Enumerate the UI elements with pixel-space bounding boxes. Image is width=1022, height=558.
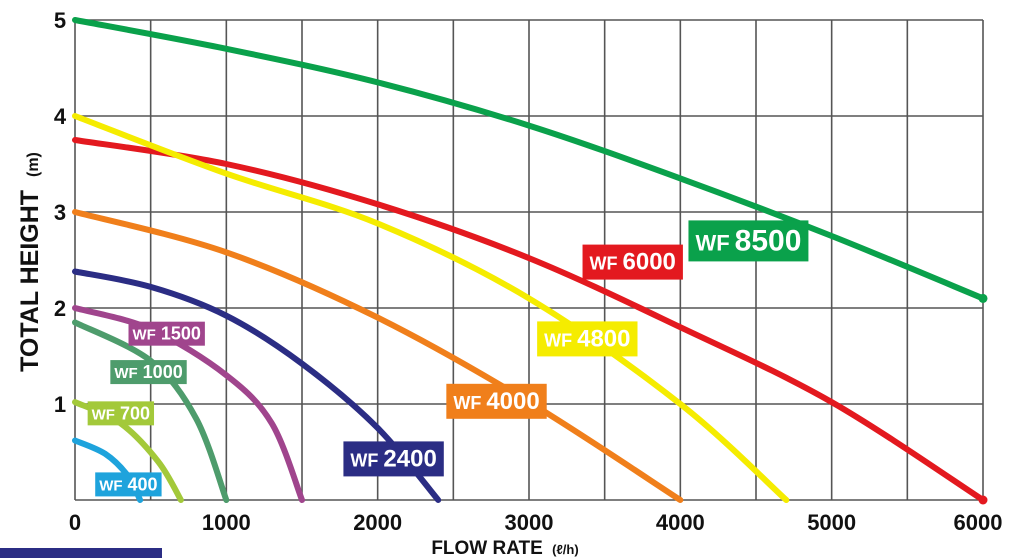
series-label-wf-400: WF 400 [95, 472, 162, 497]
series-label-number: 700 [120, 403, 150, 423]
x-tick-label: 5000 [807, 510, 856, 535]
x-tick-label: 0 [69, 510, 81, 535]
series-label-box-wf-1500 [128, 321, 205, 346]
series-label-text-wf-8500: WF 8500 [695, 224, 801, 257]
series-label-wf-4000: WF 4000 [446, 383, 547, 419]
y-tick-label: 5 [54, 8, 66, 33]
series-label-number: 400 [128, 474, 158, 494]
series-label-text-wf-1000: WF 1000 [114, 362, 182, 382]
series-label-box-wf-8500 [688, 220, 809, 262]
series-label-text-wf-6000: WF 6000 [590, 249, 676, 276]
x-tick-label: 3000 [505, 510, 554, 535]
series-label-box-wf-2400 [343, 441, 444, 477]
series-label-box-wf-700 [87, 401, 155, 426]
series-label-wf-2400: WF 2400 [343, 441, 444, 477]
y-axis-unit: (m) [25, 152, 42, 177]
series-line-wf-1500 [72, 305, 305, 503]
series-label-prefix: WF [133, 327, 156, 344]
series-label-box-wf-400 [95, 472, 162, 497]
x-tick-label: 4000 [656, 510, 705, 535]
series-label-box-wf-6000 [582, 244, 683, 280]
series-label-wf-4800: WF 4800 [537, 321, 638, 357]
y-axis-title: TOTAL HEIGHT (m) [16, 152, 44, 372]
x-axis-title-text: FLOW RATE [431, 538, 543, 558]
series-line-wf-2400 [72, 268, 442, 503]
series-label-text-wf-4800: WF 4800 [544, 325, 630, 352]
series-line-wf-1000 [72, 319, 230, 503]
y-tick-label: 1 [54, 392, 66, 417]
series-label-number: 1000 [143, 362, 183, 382]
series-end-point-wf-6000 [978, 495, 988, 505]
x-axis-title: FLOW RATE (ℓ/h) [431, 538, 578, 558]
series-label-text-wf-1500: WF 1500 [133, 324, 201, 344]
series-label-prefix: WF [453, 393, 481, 413]
series-label-number: 1500 [161, 324, 201, 344]
series-lines [72, 17, 988, 505]
series-label-box-wf-4000 [446, 383, 547, 419]
series-label-wf-1500: WF 1500 [128, 321, 205, 346]
series-label-box-wf-1000 [110, 360, 187, 385]
series-line-wf-4000 [72, 209, 684, 503]
y-tick-label: 4 [54, 104, 67, 129]
series-line-wf-6000 [72, 137, 986, 503]
series-label-prefix: WF [544, 330, 572, 350]
series-label-prefix: WF [590, 254, 618, 274]
series-line-wf-8500 [72, 17, 986, 302]
series-label-prefix: WF [695, 230, 729, 255]
series-label-wf-6000: WF 6000 [582, 244, 683, 280]
axis-ticks: 0 1000 2000 3000 4000 5000 6000 1 2 3 4 5 [54, 8, 1003, 535]
series-label-number: 6000 [623, 249, 676, 276]
series-label-text-wf-400: WF 400 [99, 474, 157, 494]
series-label-text-wf-2400: WF 2400 [350, 445, 436, 472]
series-label-number: 2400 [383, 445, 436, 472]
y-axis-title-text: TOTAL HEIGHT [16, 190, 44, 372]
series-label-number: 8500 [735, 224, 802, 257]
series-label-text-wf-4000: WF 4000 [453, 388, 539, 415]
series-label-prefix: WF [92, 406, 115, 423]
series-label-text-wf-700: WF 700 [92, 403, 150, 423]
series-label-number: 4000 [486, 388, 539, 415]
x-axis-unit: (ℓ/h) [552, 542, 579, 557]
series-label-prefix: WF [114, 365, 137, 382]
series-label-box-wf-4800 [537, 321, 638, 357]
series-end-point-wf-8500 [978, 293, 988, 303]
x-tick-label: 1000 [202, 510, 251, 535]
y-tick-label: 2 [54, 296, 66, 321]
corner-bar [0, 548, 162, 558]
series-label-prefix: WF [99, 477, 122, 494]
series-label-wf-1000: WF 1000 [110, 360, 187, 385]
y-tick-label: 3 [54, 200, 66, 225]
series-label-wf-700: WF 700 [87, 401, 155, 426]
x-tick-label: 6000 [954, 510, 1003, 535]
series-line-wf-4800 [72, 113, 790, 503]
series-label-prefix: WF [350, 450, 378, 470]
series-label-number: 4800 [577, 325, 630, 352]
series-label-wf-8500: WF 8500 [688, 220, 809, 262]
x-tick-label: 2000 [353, 510, 402, 535]
